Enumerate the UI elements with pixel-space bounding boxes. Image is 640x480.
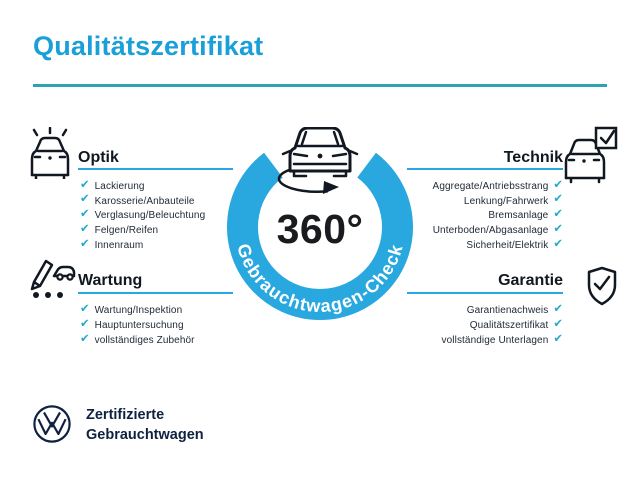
optik-underline <box>78 168 233 170</box>
car-shine-icon <box>30 127 70 179</box>
center-360-graphic: Gebrauchtwagen-Check <box>220 126 420 327</box>
checklist-item: Garantienachweis ✔ <box>380 303 563 318</box>
section-header-optik: Optik <box>78 149 119 166</box>
checklist-item: ✔ Hauptuntersuchung <box>80 318 195 333</box>
check-icon: ✔ <box>80 318 90 331</box>
checklist-item-label: Innenraum <box>94 240 144 252</box>
technik-checklist: Aggregate/Antriebsstrang ✔ Lenkung/Fahrwer… <box>380 179 563 253</box>
check-icon: ✔ <box>80 333 90 346</box>
footer-line2: Gebrauchtwagen <box>86 426 204 443</box>
checklist-item: ✔ Lackierung <box>80 179 205 194</box>
checklist-item-label: Unterboden/Abgasanlage <box>432 225 549 237</box>
checklist-item: Unterboden/Abgasanlage ✔ <box>380 223 563 238</box>
wartung-underline <box>78 292 233 294</box>
checklist-item-label: Sicherheit/Elektrik <box>466 240 549 252</box>
section-header-technik: Technik <box>503 149 563 166</box>
car-front-icon <box>281 126 359 178</box>
check-icon: ✔ <box>553 302 563 315</box>
checklist-item-label: Wartung/Inspektion <box>94 305 183 317</box>
check-icon: ✔ <box>553 237 563 250</box>
check-icon: ✔ <box>80 223 90 236</box>
check-icon: ✔ <box>80 302 90 315</box>
checklist-item-label: Qualitätszertifikat <box>469 320 549 332</box>
checklist-item: Sicherheit/Elektrik ✔ <box>380 238 563 253</box>
degree-label: 360° <box>276 206 364 252</box>
page-title: Qualitätszertifikat <box>33 31 264 61</box>
ring-graphic: Gebrauchtwagen-Check <box>227 126 413 320</box>
wartung-checklist: ✔ Wartung/Inspektion ✔ Hauptuntersuchung ✔ vo… <box>80 303 195 349</box>
section-header-garantie: Garantie <box>498 272 563 289</box>
check-icon: ✔ <box>553 318 563 331</box>
checklist-item-label: Verglasung/Beleuchtung <box>94 210 206 222</box>
checklist-item: ✔ Wartung/Inspektion <box>80 303 195 318</box>
car-checkbox-icon <box>564 126 618 184</box>
checklist-item-label: vollständige Unterlagen <box>441 335 549 347</box>
checklist-item-label: Garantienachweis <box>466 305 549 317</box>
checklist-item-label: Lenkung/Fahrwerk <box>463 195 549 207</box>
technik-underline <box>407 168 563 170</box>
checklist-item: ✔ vollständiges Zubehör <box>80 333 195 348</box>
check-icon: ✔ <box>553 208 563 221</box>
checklist-item: Qualitätszertifikat ✔ <box>380 318 563 333</box>
check-icon: ✔ <box>80 193 90 206</box>
check-icon: ✔ <box>80 237 90 250</box>
footer-brand-text: Zertifizierte Gebrauchtwagen <box>86 406 204 445</box>
check-icon: ✔ <box>553 178 563 191</box>
checklist-item: Aggregate/Antriebsstrang ✔ <box>380 179 563 194</box>
check-icon: ✔ <box>80 178 90 191</box>
checklist-item: ✔ Felgen/Reifen <box>80 223 205 238</box>
checklist-item-label: vollständiges Zubehör <box>94 335 195 347</box>
checklist-item-label: Karosserie/Anbauteile <box>94 195 195 207</box>
check-icon: ✔ <box>80 208 90 221</box>
pencil-checklist-car-icon <box>30 259 76 298</box>
checklist-item: Lenkung/Fahrwerk ✔ <box>380 194 563 209</box>
checklist-item-label: Lackierung <box>94 180 145 192</box>
ring-arc <box>227 152 413 320</box>
checklist-item: ✔ Innenraum <box>80 238 205 253</box>
title-divider <box>33 84 607 87</box>
garantie-checklist: Garantienachweis ✔ Qualitätszertifikat ✔ vol… <box>380 303 563 349</box>
checklist-item-label: Aggregate/Antriebsstrang <box>432 180 549 192</box>
check-icon: ✔ <box>553 333 563 346</box>
footer-line1: Zertifizierte <box>86 407 165 423</box>
optik-checklist: ✔ Lackierung ✔ Karosserie/Anbauteile ✔ Vergla… <box>80 179 205 253</box>
vw-logo <box>33 405 71 443</box>
shield-check-icon <box>587 266 617 306</box>
checklist-item: Bremsanlage ✔ <box>380 209 563 224</box>
garantie-underline <box>407 292 563 294</box>
checklist-item-label: Bremsanlage <box>488 210 549 222</box>
checklist-item: ✔ Karosserie/Anbauteile <box>80 194 205 209</box>
section-header-wartung: Wartung <box>78 272 143 289</box>
checklist-item: ✔ Verglasung/Beleuchtung <box>80 209 205 224</box>
checklist-item: vollständige Unterlagen ✔ <box>380 333 563 348</box>
check-icon: ✔ <box>553 223 563 236</box>
checklist-item-label: Felgen/Reifen <box>94 225 159 237</box>
check-icon: ✔ <box>553 193 563 206</box>
checklist-item-label: Hauptuntersuchung <box>94 320 184 332</box>
